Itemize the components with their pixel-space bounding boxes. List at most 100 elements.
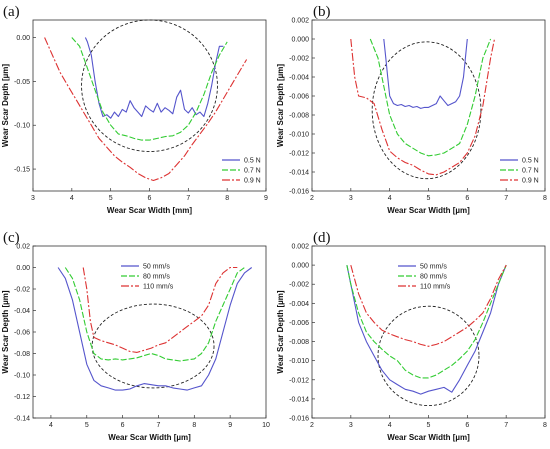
- y-tick-label: -0.008: [289, 113, 309, 120]
- x-tick-label: 5: [427, 195, 431, 202]
- x-tick-label: 9: [264, 195, 268, 202]
- y-tick-label: -0.15: [14, 167, 30, 174]
- x-tick-label: 4: [388, 195, 392, 202]
- panel-letter: (a): [3, 4, 20, 20]
- legend-label: 110 mm/s: [143, 284, 174, 291]
- y-tick-label: -0.10: [14, 123, 30, 130]
- y-tick-label: -0.014: [289, 170, 309, 177]
- x-tick-label: 7: [504, 422, 508, 429]
- legend-label: 0.5 N: [244, 158, 261, 165]
- panel-letter: (d): [313, 230, 331, 246]
- y-tick-label: -0.004: [289, 301, 309, 308]
- plot-frame: [311, 245, 546, 419]
- panel-3: (c) 4 5 6 7 8 9 10 0.02 0.00 -0.02 -0.04 -0.06 -0.08 -…: [1, 230, 270, 442]
- series-line-2: [346, 264, 507, 379]
- series-line-1: [383, 38, 468, 109]
- x-axis-label: Wear Scar Width [µm]: [387, 433, 470, 442]
- x-tick-label: 10: [262, 422, 270, 429]
- panel-1: (a) 3 4 5 6 7 8 9 0.00 -0.05 -0.10 -0.15 Wear Scar W…: [1, 4, 268, 215]
- x-tick-label: 5: [85, 422, 89, 429]
- series-line-3: [350, 38, 496, 176]
- x-tick-label: 4: [388, 422, 392, 429]
- y-tick-label: -0.010: [289, 132, 309, 139]
- series-line-1: [346, 264, 507, 395]
- y-tick-label: -0.006: [289, 320, 309, 327]
- plot-frame: [311, 19, 546, 192]
- y-tick-label: -0.012: [289, 151, 309, 158]
- series-line-1: [57, 267, 253, 391]
- x-axis-label: Wear Scar Width [µm]: [387, 206, 470, 215]
- plot-frame: [32, 19, 267, 192]
- x-tick-label: 9: [228, 422, 232, 429]
- legend-label: 0.5 N: [522, 158, 539, 165]
- y-tick-label: 0.002: [291, 18, 309, 25]
- panel-2: (b) 2 3 4 5 6 7 8 0.002 0.000 -0.002 -0.004 -0.006 -0…: [276, 4, 547, 215]
- x-tick-label: 4: [70, 195, 74, 202]
- y-axis-label: Wear Scar Depth [µm]: [276, 64, 285, 147]
- x-tick-label: 7: [157, 422, 161, 429]
- y-tick-label: 0.00: [16, 265, 30, 272]
- legend-label: 0.7 N: [522, 168, 539, 175]
- x-tick-label: 6: [121, 422, 125, 429]
- y-tick-label: -0.08: [14, 351, 30, 358]
- x-tick-label: 8: [543, 195, 547, 202]
- y-tick-label: -0.06: [14, 330, 30, 337]
- x-tick-label: 8: [543, 422, 547, 429]
- y-tick-label: -0.04: [14, 308, 30, 315]
- y-tick-label: 0.000: [291, 263, 309, 270]
- series-line-2: [64, 267, 245, 362]
- panel-letter: (b): [313, 4, 331, 20]
- x-tick-label: 2: [310, 195, 314, 202]
- x-tick-label: 3: [349, 195, 353, 202]
- highlight-ellipse: [91, 303, 215, 389]
- y-tick-label: -0.002: [289, 56, 309, 63]
- series-line-3: [44, 37, 248, 182]
- x-tick-label: 7: [504, 195, 508, 202]
- y-tick-label: 0.000: [291, 37, 309, 44]
- x-tick-label: 6: [465, 195, 469, 202]
- y-tick-label: -0.016: [289, 416, 309, 423]
- legend-label: 0.9 N: [244, 178, 261, 185]
- y-tick-label: -0.02: [14, 287, 30, 294]
- x-tick-label: 6: [465, 422, 469, 429]
- legend-label: 110 mm/s: [420, 284, 451, 291]
- x-tick-label: 3: [31, 195, 35, 202]
- x-tick-label: 6: [148, 195, 152, 202]
- highlight-ellipse: [371, 41, 482, 180]
- y-tick-label: -0.05: [14, 79, 30, 86]
- y-tick-label: 0.02: [16, 244, 30, 251]
- y-tick-label: 0.002: [291, 244, 309, 251]
- x-tick-label: 7: [186, 195, 190, 202]
- y-axis-label: Wear Scar Depth [µm]: [1, 290, 10, 373]
- y-tick-label: -0.12: [14, 394, 30, 401]
- series-line-2: [71, 37, 228, 141]
- x-axis-label: Wear Scar Width [mm]: [107, 206, 192, 215]
- legend-label: 50 mm/s: [420, 264, 447, 271]
- y-tick-label: -0.008: [289, 339, 309, 346]
- legend-label: 0.9 N: [522, 178, 539, 185]
- y-tick-label: -0.004: [289, 75, 309, 82]
- x-tick-label: 3: [349, 422, 353, 429]
- legend-label: 0.7 N: [244, 168, 261, 175]
- y-tick-label: -0.014: [289, 396, 309, 403]
- panel-letter: (c): [3, 230, 20, 246]
- series-line-3: [350, 264, 507, 347]
- legend-label: 80 mm/s: [143, 274, 170, 281]
- x-axis-label: Wear Scar Width [µm]: [108, 433, 191, 442]
- y-tick-label: -0.14: [14, 416, 30, 423]
- y-tick-label: 0.00: [16, 35, 30, 42]
- x-tick-label: 8: [225, 195, 229, 202]
- y-tick-label: -0.006: [289, 94, 309, 101]
- x-tick-label: 4: [49, 422, 53, 429]
- series-line-1: [84, 37, 224, 119]
- y-tick-label: -0.10: [14, 373, 30, 380]
- legend-label: 50 mm/s: [143, 264, 170, 271]
- highlight-ellipse: [81, 19, 218, 152]
- series-line-2: [369, 38, 492, 157]
- highlight-ellipse: [377, 305, 480, 407]
- x-tick-label: 2: [310, 422, 314, 429]
- legend-label: 80 mm/s: [420, 274, 447, 281]
- y-tick-label: -0.010: [289, 358, 309, 365]
- x-tick-label: 8: [192, 422, 196, 429]
- y-tick-label: -0.016: [289, 189, 309, 196]
